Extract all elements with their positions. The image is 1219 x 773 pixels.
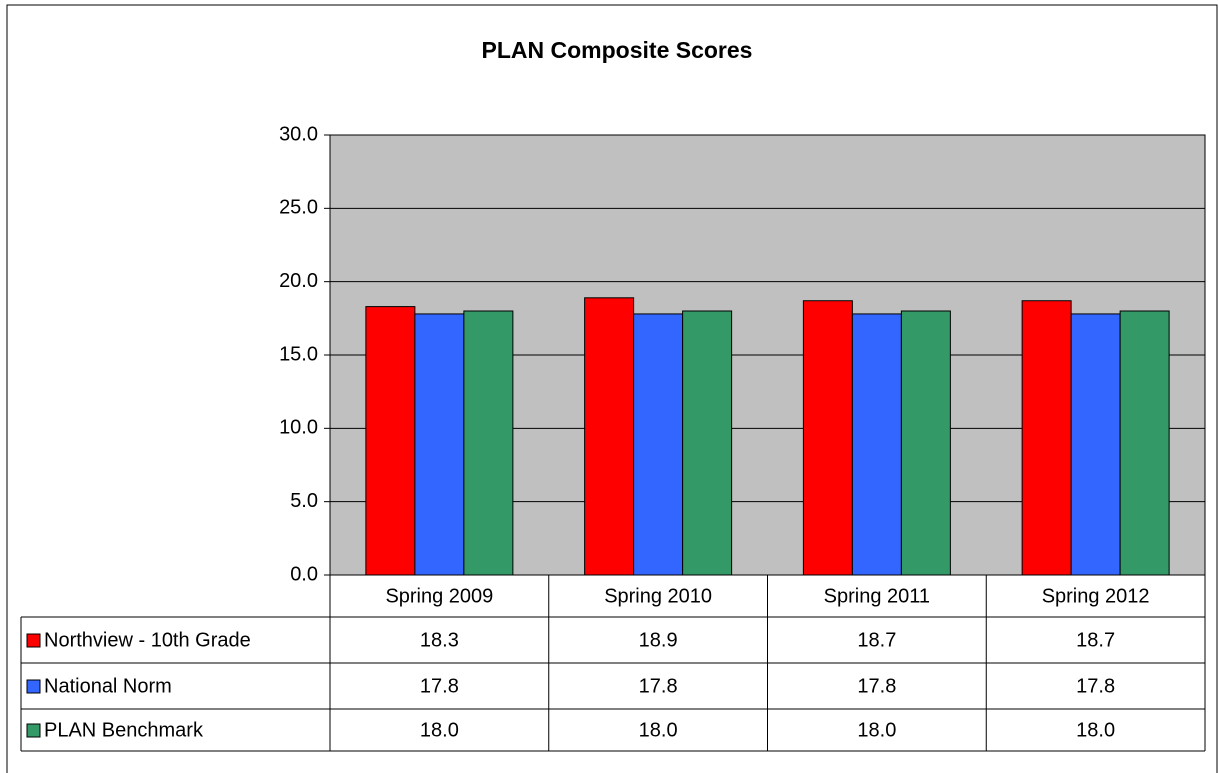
bar — [1119, 310, 1170, 576]
data-label: 18.0 — [1076, 719, 1115, 741]
bar — [682, 310, 733, 576]
data-label: 17.8 — [1076, 675, 1115, 697]
legend-label: Northview - 10th Grade — [44, 629, 251, 651]
data-label: 18.7 — [857, 629, 896, 651]
data-label: 18.0 — [639, 719, 678, 741]
bar — [851, 313, 902, 576]
y-tick-label: 25.0 — [279, 197, 318, 219]
bar — [584, 297, 635, 576]
bar — [463, 310, 514, 576]
data-label: 18.9 — [639, 629, 678, 651]
y-tick-label: 10.0 — [279, 417, 318, 439]
data-label: 17.8 — [857, 675, 896, 697]
bar — [802, 300, 853, 576]
x-tick-label: Spring 2009 — [385, 585, 493, 607]
x-tick-label: Spring 2011 — [824, 585, 930, 607]
bar — [900, 310, 951, 576]
x-tick-label: Spring 2010 — [604, 585, 712, 607]
bar — [1070, 313, 1121, 576]
bar — [633, 313, 684, 576]
legend-label: PLAN Benchmark — [44, 719, 204, 741]
y-tick-label: 20.0 — [279, 270, 318, 292]
data-label: 18.0 — [420, 719, 459, 741]
chart-title: PLAN Composite Scores — [482, 37, 753, 63]
y-tick-label: 5.0 — [290, 490, 318, 512]
bar — [414, 313, 465, 576]
y-tick-label: 30.0 — [279, 123, 318, 145]
data-label: 18.0 — [857, 719, 896, 741]
data-label: 18.3 — [420, 629, 459, 651]
legend-label: National Norm — [44, 675, 172, 697]
y-tick-label: 0.0 — [290, 563, 318, 585]
y-tick-label: 15.0 — [279, 343, 318, 365]
legend-key — [26, 633, 41, 648]
data-label: 17.8 — [639, 675, 678, 697]
x-tick-label: Spring 2012 — [1042, 585, 1150, 607]
bar — [1021, 300, 1072, 576]
legend-key — [26, 723, 41, 738]
data-label: 17.8 — [420, 675, 459, 697]
legend-key — [26, 679, 41, 694]
data-label: 18.7 — [1076, 629, 1115, 651]
bar — [365, 306, 416, 576]
